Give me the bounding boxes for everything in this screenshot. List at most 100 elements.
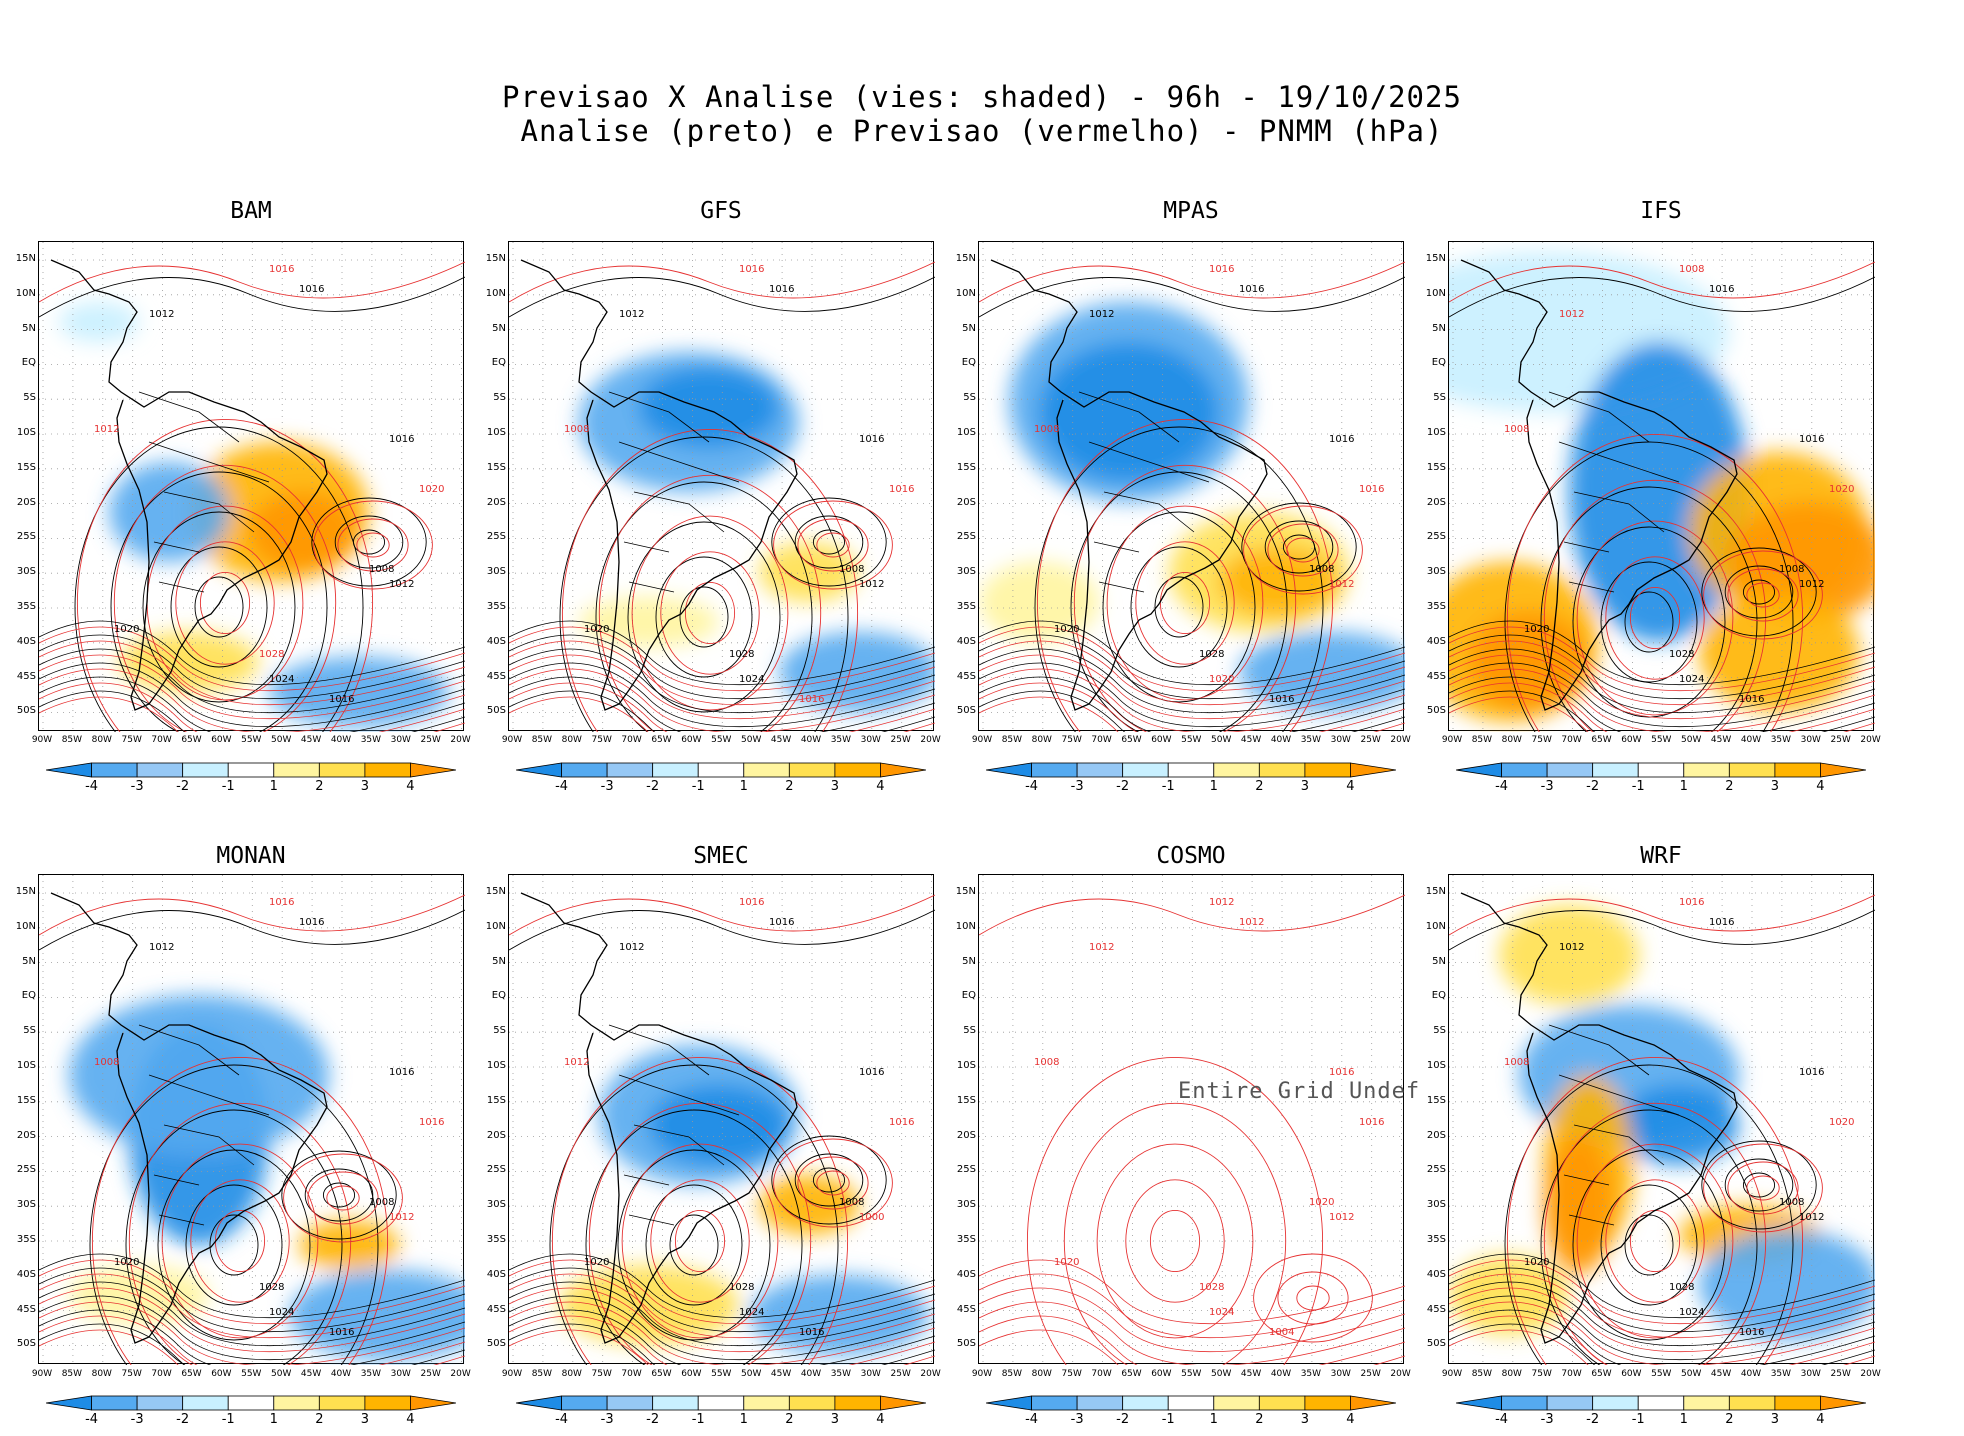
latitude-label: 10N xyxy=(1425,287,1446,299)
isobar-label: 1020 xyxy=(584,1257,609,1268)
latitude-label: 45S xyxy=(16,1303,36,1315)
latitude-label: 15N xyxy=(955,886,976,897)
latitude-label: 30S xyxy=(486,566,506,578)
isobar-label: 1020 xyxy=(114,1257,139,1268)
longitude-label: 50W xyxy=(271,1369,292,1379)
latitude-label: 25S xyxy=(16,531,36,543)
longitude-label: 75W xyxy=(1531,1369,1552,1379)
latitude-label: 10N xyxy=(955,287,976,299)
isobar-label: 1016 xyxy=(889,1117,914,1128)
longitude-label: 25W xyxy=(1360,735,1381,745)
analysis-isobar xyxy=(157,1149,311,1341)
analysis-isobar xyxy=(669,1214,719,1276)
latitude-label: 5S xyxy=(23,392,36,404)
forecast-isobar xyxy=(1506,1057,1804,1365)
isobar-label: 1016 xyxy=(1329,434,1354,445)
latitude-label: EQ xyxy=(21,990,36,1002)
longitude-label: 65W xyxy=(181,735,202,745)
isobar-label: 1028 xyxy=(259,649,284,660)
map-smec: 1016 1016 1012 1012 1016 1016 1008 1000 1020 1024… xyxy=(508,874,935,1365)
bias-area xyxy=(1039,342,1219,482)
colorbar-tick-label: -1 xyxy=(691,779,705,794)
coastline xyxy=(50,892,328,1344)
longitude-label: 60W xyxy=(681,735,702,745)
latitude-label: 10S xyxy=(16,427,36,438)
longitude-label: 55W xyxy=(241,1369,262,1379)
longitude-label: 50W xyxy=(1211,1369,1232,1379)
latitude-label: 40S xyxy=(486,1268,506,1280)
latitude-label: 15S xyxy=(1426,461,1446,473)
isobar-label: 1012 xyxy=(1799,1212,1824,1223)
colorbar-tick-label: -1 xyxy=(691,1412,705,1427)
latitude-label: 15N xyxy=(955,253,976,264)
latitude-label: 25S xyxy=(16,1164,36,1176)
isobar-label: 1020 xyxy=(1309,1197,1334,1208)
longitude-label: 85W xyxy=(1001,1369,1023,1379)
longitude-label: 50W xyxy=(741,735,762,745)
isobar-label: 1012 xyxy=(619,942,644,953)
latitude-label: 20S xyxy=(956,496,976,508)
colorbar-swatches xyxy=(1455,1395,1867,1411)
longitude-label: 40W xyxy=(1740,1369,1762,1379)
colorbar-tick-label: 4 xyxy=(1816,1412,1825,1427)
colorbar-tick-label: -3 xyxy=(1070,1412,1084,1427)
latitude-label: 30S xyxy=(486,1199,506,1211)
longitude-label: 40W xyxy=(1270,735,1292,745)
latitude-label: 50S xyxy=(486,1338,506,1350)
map-ifs: 1008 1016 1012 1008 1016 1020 1008 1012 1020 1024… xyxy=(1448,241,1875,732)
latitude-label: 45S xyxy=(486,1303,506,1315)
isobar-label: 1016 xyxy=(1269,694,1294,705)
latitude-label: 5S xyxy=(1433,1025,1446,1037)
longitude-label: 75W xyxy=(591,1369,612,1379)
latitude-label: 35S xyxy=(16,601,36,612)
analysis-isobar xyxy=(1540,1109,1758,1365)
isobar-label: 1016 xyxy=(889,484,914,495)
longitude-label: 85W xyxy=(531,1369,553,1379)
latitude-label: 35S xyxy=(1426,1234,1446,1245)
panel-title-wrf: WRF xyxy=(1640,843,1682,869)
longitude-label: 45W xyxy=(300,735,322,745)
latitude-label: 15S xyxy=(1426,1094,1446,1106)
bias-area xyxy=(1499,905,1639,1005)
longitude-label: 35W xyxy=(1300,735,1322,745)
longitude-label: 40W xyxy=(1740,735,1762,745)
longitude-label: 60W xyxy=(1151,1369,1172,1379)
colorbar-tick-label: 3 xyxy=(1300,1412,1310,1427)
colorbar-tick-label: -2 xyxy=(176,779,190,794)
latitude-label: 15N xyxy=(1425,886,1446,897)
latitude-label: 30S xyxy=(1426,566,1446,578)
colorbar-bam: -4 -3 -2 -1 1 2 3 4 xyxy=(45,762,457,798)
longitude-label: 35W xyxy=(830,1369,852,1379)
latitude-label: EQ xyxy=(1431,357,1446,369)
isobar-label: 1024 xyxy=(269,1307,294,1318)
latitude-label: 20S xyxy=(1426,1129,1446,1141)
colorbar-tick-label: -2 xyxy=(1116,779,1130,794)
isobar-label: 1008 xyxy=(1504,424,1529,435)
longitude-label: 50W xyxy=(1681,1369,1702,1379)
forecast-isobar xyxy=(621,1143,779,1339)
isobar-label: 1016 xyxy=(1209,264,1234,275)
analysis-isobar xyxy=(559,436,849,732)
analysis-isobar xyxy=(209,1214,259,1276)
longitude-label: 45W xyxy=(1240,735,1262,745)
map-canvas-monan: 1016 1016 1012 1008 1016 1016 1008 1012 1020 1024… xyxy=(39,875,465,1365)
latitude-label: 10S xyxy=(956,427,976,438)
latitude-label: 20S xyxy=(16,496,36,508)
longitude-label: 35W xyxy=(360,735,382,745)
colorbar-tick-label: -4 xyxy=(1025,1412,1039,1427)
latitude-label: 10S xyxy=(1426,1060,1446,1071)
forecast-isobar xyxy=(1135,541,1235,665)
longitude-label: 45W xyxy=(1710,1369,1732,1379)
latitude-label: 35S xyxy=(16,1234,36,1245)
colorbar-tick-label: 1 xyxy=(269,1412,278,1427)
bias-shading-mpas xyxy=(979,302,1405,712)
latitude-label: EQ xyxy=(491,357,506,369)
colorbar-tick-label: 2 xyxy=(315,1412,324,1427)
latitude-label: 15N xyxy=(15,886,36,897)
longitude-label: 90W xyxy=(971,1369,993,1379)
longitude-label: 40W xyxy=(800,1369,822,1379)
isobar-label: 1008 xyxy=(1309,564,1334,575)
isobar-label: 1012 xyxy=(1239,917,1264,928)
colorbar-tick-label: -2 xyxy=(646,779,660,794)
longitude-label: 55W xyxy=(1181,735,1202,745)
